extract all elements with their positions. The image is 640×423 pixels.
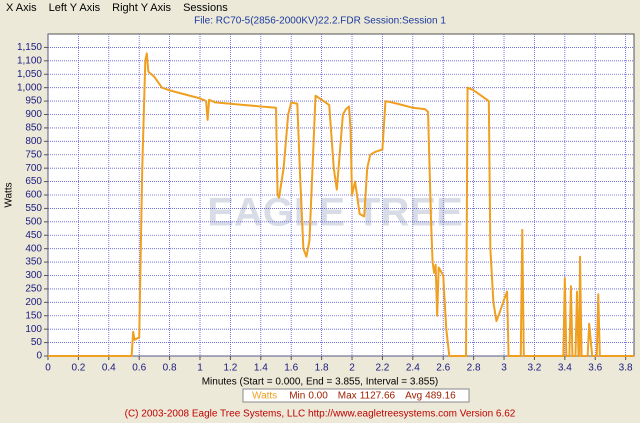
stat-value: 0.00 <box>308 391 328 402</box>
stat-label: Max <box>338 391 357 402</box>
y-tick-label: 500 <box>25 216 42 227</box>
x-tick-label: 2.4 <box>406 363 420 374</box>
x-tick-label: 0.4 <box>102 363 116 374</box>
y-tick-label: 750 <box>25 149 42 160</box>
watermark: EAGLE TREE <box>207 191 463 235</box>
x-tick-label: 1.4 <box>254 363 268 374</box>
y-tick-label: 550 <box>25 203 42 214</box>
x-tick-label: 2 <box>349 363 355 374</box>
y-tick-label: 0 <box>36 351 42 362</box>
y-tick-label: 850 <box>25 123 42 134</box>
x-tick-label: 3 <box>501 363 507 374</box>
y-tick-label: 50 <box>31 337 43 348</box>
y-tick-label: 400 <box>25 243 42 254</box>
x-tick-label: 1.8 <box>315 363 329 374</box>
y-tick-label: 1,100 <box>17 55 42 66</box>
y-tick-label: 600 <box>25 190 42 201</box>
y-tick-label: 950 <box>25 96 42 107</box>
x-tick-label: 3.2 <box>527 363 541 374</box>
x-tick-label: 3.4 <box>558 363 572 374</box>
x-tick-label: 0.2 <box>71 363 85 374</box>
legend-box <box>242 388 470 403</box>
y-tick-label: 350 <box>25 257 42 268</box>
stat-label: Avg <box>405 391 422 402</box>
y-axis-label: Watts <box>4 182 15 207</box>
stat-label: Min <box>289 391 305 402</box>
y-tick-label: 1,050 <box>17 69 42 80</box>
y-tick-label: 150 <box>25 310 42 321</box>
menu-item[interactable]: X Axis <box>6 2 37 14</box>
x-tick-label: 2.2 <box>375 363 389 374</box>
x-tick-label: 3.6 <box>588 363 602 374</box>
data-line <box>48 52 634 357</box>
y-tick-label: 250 <box>25 284 42 295</box>
legend-entry: Watts <box>252 391 277 402</box>
y-tick-label: 450 <box>25 230 42 241</box>
x-tick-label: 2.6 <box>436 363 450 374</box>
x-tick-label: 0.8 <box>163 363 177 374</box>
menu-item[interactable]: Right Y Axis <box>112 2 171 14</box>
x-axis-label: Minutes (Start = 0.000, End = 3.855, Int… <box>202 377 439 388</box>
menu-item[interactable]: Sessions <box>183 2 228 14</box>
menu-item[interactable]: Left Y Axis <box>49 2 101 14</box>
x-tick-label: 1 <box>197 363 203 374</box>
y-tick-label: 100 <box>25 324 42 335</box>
y-tick-label: 800 <box>25 136 42 147</box>
chart-title: File: RC70-5(2856-2000KV)22.2.FDR Sessio… <box>194 16 446 27</box>
y-tick-label: 650 <box>25 176 42 187</box>
y-tick-label: 900 <box>25 109 42 120</box>
y-tick-label: 1,000 <box>17 82 42 93</box>
x-tick-label: 2.8 <box>467 363 481 374</box>
stat-value: 489.16 <box>425 391 456 402</box>
x-tick-label: 0 <box>45 363 51 374</box>
x-tick-label: 0.6 <box>132 363 146 374</box>
x-tick-label: 1.6 <box>284 363 298 374</box>
x-tick-label: 3.8 <box>619 363 633 374</box>
y-tick-label: 300 <box>25 270 42 281</box>
stat-value: 1127.66 <box>360 391 396 402</box>
y-tick-label: 1,150 <box>17 42 42 53</box>
menu-bar <box>0 0 640 16</box>
footer: (C) 2003-2008 Eagle Tree Systems, LLC ht… <box>125 409 516 420</box>
y-tick-label: 200 <box>25 297 42 308</box>
x-tick-label: 1.2 <box>223 363 237 374</box>
y-tick-label: 700 <box>25 163 42 174</box>
